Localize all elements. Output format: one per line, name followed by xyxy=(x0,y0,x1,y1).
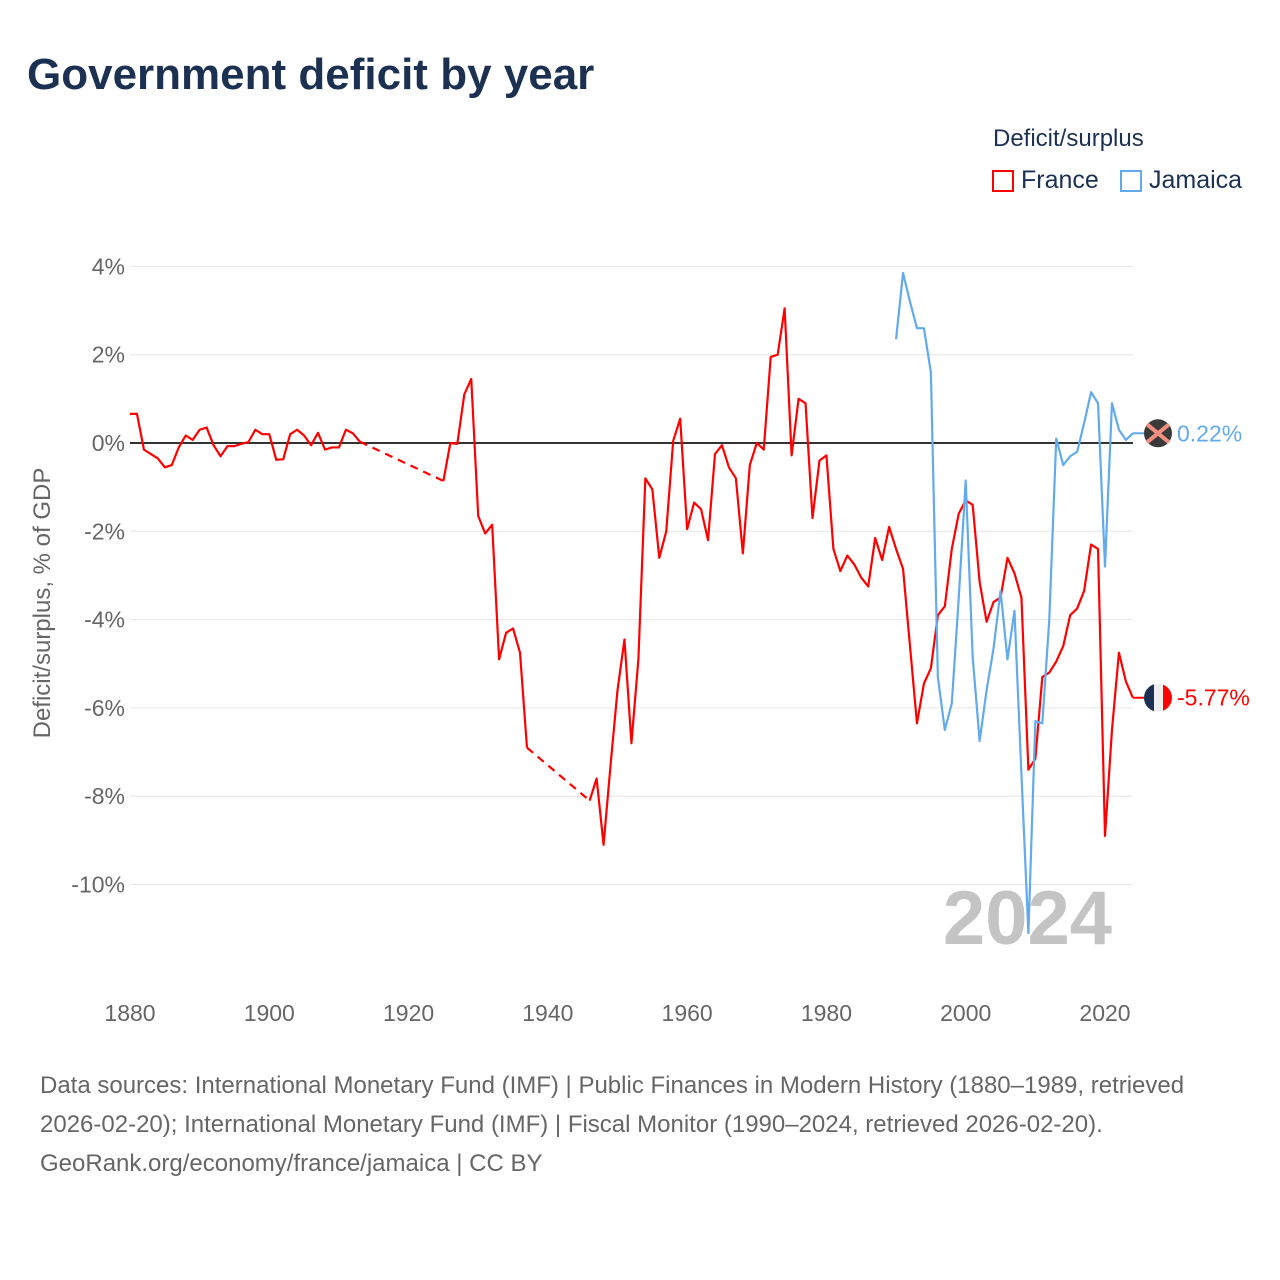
legend-item-france[interactable]: France xyxy=(992,166,1099,195)
x-tick-label: 1940 xyxy=(522,1000,573,1026)
y-tick-label: -10% xyxy=(71,872,125,898)
y-tick-label: 4% xyxy=(92,253,125,279)
y-tick-label: -8% xyxy=(84,783,125,809)
series-line-france xyxy=(130,412,361,469)
y-tick-label: 2% xyxy=(92,342,125,368)
series-gap-france xyxy=(526,746,591,802)
flag-saltire xyxy=(1145,422,1171,444)
x-tick-label: 2020 xyxy=(1079,1000,1130,1026)
legend-item-jamaica[interactable]: Jamaica xyxy=(1120,166,1242,195)
x-tick-label: 1960 xyxy=(662,1000,713,1026)
credit-link[interactable]: GeoRank.org/economy/france/jamaica | CC … xyxy=(40,1150,543,1177)
flag-stripe-white xyxy=(1154,683,1163,712)
y-axis-label: Deficit/surplus, % of GDP xyxy=(29,468,56,739)
jamaica-flag-icon xyxy=(1144,419,1172,448)
footer: Data sources: International Monetary Fun… xyxy=(40,1066,1240,1183)
y-tick-label: -4% xyxy=(84,607,125,633)
france-flag-icon xyxy=(1144,683,1172,712)
y-tick-label: 0% xyxy=(92,430,125,456)
legend-label: Jamaica xyxy=(1149,166,1243,194)
flag-stripe-red xyxy=(1163,683,1172,712)
end-value-label-jamaica: 0.22% xyxy=(1177,420,1242,446)
x-tick-label: 1980 xyxy=(801,1000,852,1026)
series-line-france xyxy=(442,377,529,748)
chart-title: Government deficit by year xyxy=(27,50,595,99)
end-value-label-france: -5.77% xyxy=(1177,685,1250,711)
series-gap-france xyxy=(359,440,444,482)
x-tick-label: 1900 xyxy=(244,1000,295,1026)
y-tick-label: -2% xyxy=(84,518,125,544)
data-sources: Data sources: International Monetary Fun… xyxy=(40,1072,1185,1138)
series-line-jamaica xyxy=(894,271,1134,935)
legend-swatch-jamaica xyxy=(1120,169,1142,192)
flag-stripe-blue xyxy=(1144,683,1154,712)
legend-title: Deficit/surplus xyxy=(993,125,1144,152)
y-tick-label: -6% xyxy=(84,695,125,721)
x-tick-label: 1880 xyxy=(104,1000,155,1026)
legend-label: France xyxy=(1021,166,1099,194)
x-tick-label: 1920 xyxy=(383,1000,434,1026)
series-line-france xyxy=(588,307,1134,846)
x-tick-label: 2000 xyxy=(940,1000,991,1026)
legend-swatch-france xyxy=(992,169,1014,192)
